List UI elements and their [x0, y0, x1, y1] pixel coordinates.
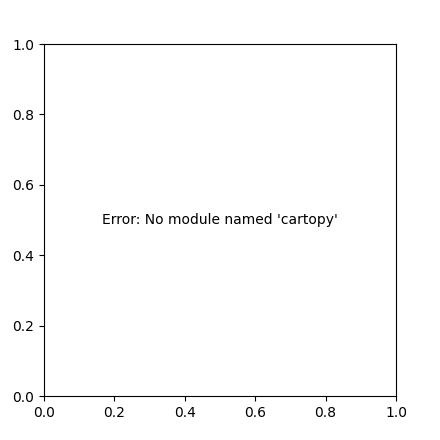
Text: Error: No module named 'cartopy': Error: No module named 'cartopy': [102, 213, 338, 227]
